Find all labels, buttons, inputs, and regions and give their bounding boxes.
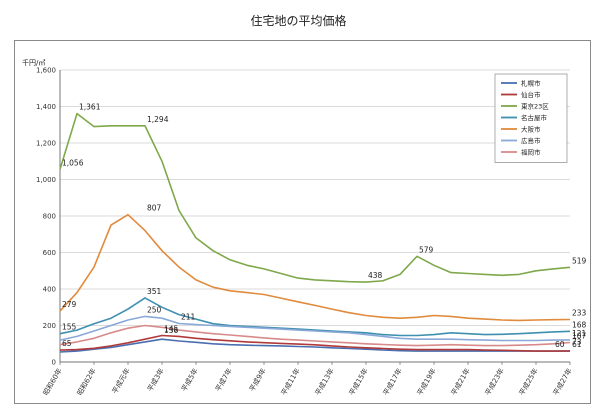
series-line	[59, 338, 570, 353]
data-label: 351	[147, 287, 162, 296]
series-line	[59, 315, 571, 342]
data-label: 250	[147, 305, 162, 314]
legend-label: 福岡市	[521, 148, 541, 157]
data-label: 168	[572, 320, 587, 329]
y-tick-label: 0	[52, 359, 56, 367]
x-tick-label: 平成25年	[517, 367, 540, 397]
x-tick-label: 平成17年	[381, 367, 404, 397]
y-tick-label: 1,600	[36, 67, 56, 75]
data-label: 438	[368, 271, 383, 280]
y-tick-label: 1,000	[36, 176, 56, 184]
data-label: 279	[62, 300, 77, 309]
y-tick-label: 600	[43, 249, 56, 257]
data-label: 107	[572, 331, 587, 340]
data-label: 121	[572, 329, 587, 338]
legend-label: 名古屋市	[521, 113, 548, 122]
y-tick-label: 400	[43, 286, 56, 294]
legend-label: 東京23区	[521, 102, 549, 111]
data-label: 65	[62, 339, 72, 348]
x-tick-label: 平成27年	[551, 367, 574, 397]
series-lines	[59, 112, 571, 353]
x-tick-label: 平成3年	[145, 367, 166, 394]
data-label: 1,361	[79, 103, 101, 112]
chart-title: 住宅地の平均価格	[250, 14, 347, 28]
x-tick-label: 昭和62年	[75, 367, 98, 397]
x-tick-label: 平成5年	[179, 367, 200, 394]
data-label: 519	[572, 256, 587, 265]
series-line	[59, 112, 571, 283]
data-label: 1,294	[147, 115, 169, 124]
x-tick-label: 平成21年	[449, 367, 472, 397]
data-label: 61	[572, 340, 582, 349]
legend-label: 仙台市	[521, 90, 541, 99]
y-axis-unit: 千円/㎡	[22, 58, 45, 67]
x-tick-label: 平成15年	[347, 367, 370, 397]
data-label: 145	[164, 325, 179, 334]
data-label: 60	[555, 340, 565, 349]
x-tick-label: 平成19年	[415, 367, 438, 397]
x-tick-label: 平成13年	[313, 367, 336, 397]
series-line	[59, 324, 571, 347]
legend-label: 札幌市	[521, 79, 541, 88]
legend-label: 大阪市	[521, 125, 541, 134]
data-label: 579	[419, 245, 434, 254]
data-label: 807	[147, 204, 162, 213]
data-label: 1,056	[62, 158, 84, 167]
data-label: 136	[164, 326, 179, 335]
y-tick-label: 200	[43, 322, 56, 330]
y-tick-label: 1,200	[36, 140, 56, 148]
x-tick-label: 平成23年	[483, 367, 506, 397]
data-labels: 1,361 1,056 1,294 807 279 155 65 351 250 21114513…	[62, 103, 587, 349]
series-line	[59, 213, 571, 322]
data-label: 73	[572, 338, 582, 347]
x-tick-label: 平成11年	[279, 367, 302, 397]
y-tick-label: 1,400	[36, 103, 56, 111]
x-tick-label: 平成7年	[213, 367, 234, 394]
x-tick-label: 平成元年	[110, 367, 132, 396]
data-label: 233	[572, 308, 587, 317]
series-line	[59, 297, 571, 337]
data-label: 211	[181, 312, 196, 321]
legend-label: 広島市	[521, 136, 541, 145]
y-tick-label: 800	[43, 213, 56, 221]
grid-lines	[60, 69, 570, 363]
x-tick-label: 平成9年	[247, 367, 268, 394]
series-line	[59, 334, 571, 352]
data-label: 155	[62, 323, 77, 332]
x-tick-label: 昭和60年	[41, 367, 64, 397]
